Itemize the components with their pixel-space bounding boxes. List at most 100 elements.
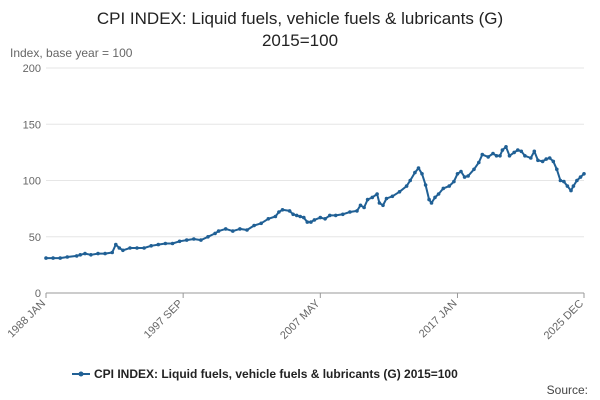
data-point[interactable] [462,175,467,179]
data-point[interactable] [103,251,107,256]
data-point[interactable] [142,246,146,250]
data-point[interactable] [498,154,502,158]
data-point[interactable] [413,170,417,175]
data-point[interactable] [441,186,446,191]
data-point[interactable] [128,246,132,250]
data-point[interactable] [377,201,382,205]
data-point[interactable] [121,248,125,253]
data-point[interactable] [355,209,359,213]
data-point[interactable] [420,172,424,176]
data-point[interactable] [44,256,48,260]
data-point[interactable] [429,201,434,205]
data-point[interactable] [532,149,537,154]
data-point[interactable] [83,251,87,256]
data-point[interactable] [252,223,256,228]
data-point[interactable] [51,256,55,260]
data-point[interactable] [302,215,306,220]
data-point[interactable] [177,239,182,244]
data-point[interactable] [291,212,295,217]
data-point[interactable] [341,212,345,217]
legend[interactable]: CPI INDEX: Liquid fuels, vehicle fuels &… [72,367,458,381]
data-point[interactable] [569,188,573,193]
data-point[interactable] [551,159,556,164]
data-point[interactable] [433,195,437,200]
data-point[interactable] [447,184,452,188]
data-point[interactable] [65,255,70,259]
data-point[interactable] [156,242,161,247]
data-point[interactable] [459,169,463,174]
data-point[interactable] [370,195,375,200]
data-point[interactable] [206,235,210,239]
data-point[interactable] [312,218,317,222]
data-point[interactable] [384,196,389,201]
data-point[interactable] [381,203,385,208]
data-point[interactable] [231,229,235,233]
data-point[interactable] [238,227,242,231]
data-point[interactable] [519,149,524,154]
data-point[interactable] [472,167,476,172]
data-point[interactable] [423,183,428,187]
data-point[interactable] [333,213,338,218]
data-point[interactable] [416,166,421,170]
data-point[interactable] [58,256,62,260]
data-point[interactable] [213,231,217,236]
data-point[interactable] [408,178,413,183]
data-point[interactable] [259,221,264,226]
data-point[interactable] [135,246,139,250]
data-point[interactable] [466,174,470,178]
data-point[interactable] [89,253,93,257]
data-point[interactable] [245,228,249,232]
data-point[interactable] [309,220,313,224]
data-point[interactable] [216,229,221,233]
data-point[interactable] [544,157,548,161]
data-point[interactable] [575,178,579,183]
data-point[interactable] [280,208,285,212]
data-point[interactable] [540,159,545,164]
data-point[interactable] [523,154,527,158]
data-point[interactable] [494,154,499,158]
data-point[interactable] [491,151,495,156]
data-point[interactable] [192,237,196,241]
data-point[interactable] [578,175,583,179]
data-point[interactable] [558,178,563,183]
data-point[interactable] [390,194,395,199]
data-point[interactable] [397,190,402,194]
data-point[interactable] [277,210,281,214]
data-point[interactable] [427,197,431,202]
data-point[interactable] [504,145,508,149]
data-point[interactable] [547,156,552,160]
data-point[interactable] [114,242,118,247]
data-point[interactable] [110,250,114,255]
data-point[interactable] [477,160,481,165]
data-point[interactable] [582,172,586,176]
data-point[interactable] [78,253,83,257]
data-point[interactable] [223,227,228,231]
data-point[interactable] [362,205,366,210]
data-point[interactable] [287,209,292,213]
data-point[interactable] [328,213,332,218]
data-point[interactable] [436,192,441,196]
data-point[interactable] [163,241,168,246]
data-point[interactable] [365,197,370,202]
data-point[interactable] [273,214,278,219]
data-point[interactable] [507,154,512,158]
data-point[interactable] [298,214,303,219]
data-point[interactable] [318,215,323,220]
data-point[interactable] [184,238,189,242]
data-point[interactable] [358,203,363,208]
data-point[interactable] [199,238,203,242]
data-point[interactable] [536,158,540,163]
data-point[interactable] [516,148,520,152]
data-point[interactable] [117,246,122,250]
data-point[interactable] [170,241,175,246]
data-point[interactable] [565,184,570,188]
data-point[interactable] [486,155,491,159]
data-point[interactable] [323,217,327,221]
data-point[interactable] [305,220,310,224]
data-point[interactable] [96,251,100,256]
data-point[interactable] [555,167,559,172]
data-point[interactable] [452,179,456,184]
data-point[interactable] [404,184,409,188]
data-point[interactable] [294,213,299,218]
data-point[interactable] [500,148,505,152]
